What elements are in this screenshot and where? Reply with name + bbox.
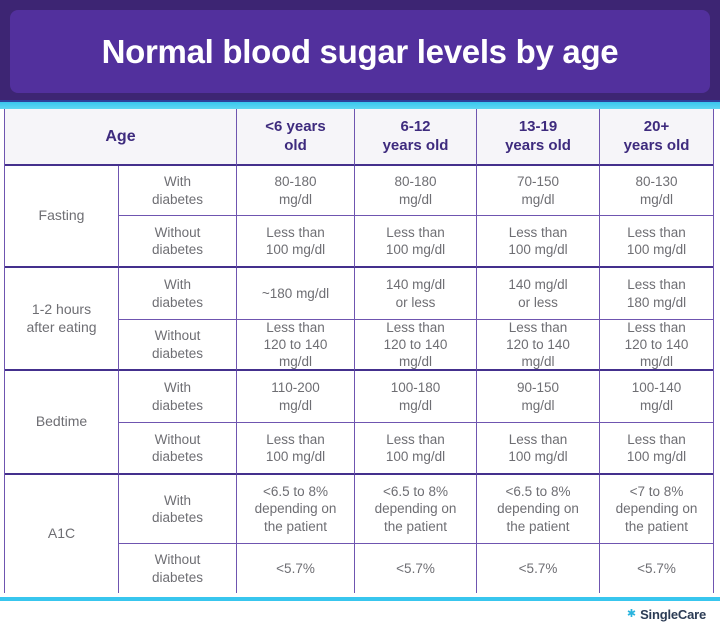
table-cell: Less than 100 mg/dl [237, 423, 355, 475]
row-header-fasting: Fasting [5, 166, 119, 268]
blood-sugar-table: Age <6 years old 6-12 years old 13-19 ye… [4, 109, 714, 593]
table-cell: Less than 100 mg/dl [477, 216, 600, 268]
column-header-20-plus: 20+ years old [600, 109, 713, 166]
table-cell: Less than 100 mg/dl [477, 423, 600, 475]
table-cell: 70-150 mg/dl [477, 166, 600, 216]
table-cell: <5.7% [237, 544, 355, 593]
table-cell: <5.7% [477, 544, 600, 593]
column-header-6-12: 6-12 years old [355, 109, 477, 166]
table-cell: <7 to 8% depending on the patient [600, 475, 713, 544]
table-cell: Less than 120 to 140 mg/dl [237, 320, 355, 371]
table-cell: <6.5 to 8% depending on the patient [355, 475, 477, 544]
table-cell: 140 mg/dl or less [477, 268, 600, 320]
table-cell: ~180 mg/dl [237, 268, 355, 320]
page-title: Normal blood sugar levels by age [101, 32, 619, 70]
table-cell: 80-180 mg/dl [237, 166, 355, 216]
table-cell: <5.7% [355, 544, 477, 593]
condition-label: With diabetes [119, 268, 237, 320]
table-area: Age <6 years old 6-12 years old 13-19 ye… [0, 109, 720, 636]
condition-label: Without diabetes [119, 320, 237, 371]
column-header-13-19: 13-19 years old [477, 109, 600, 166]
top-divider [0, 100, 720, 109]
condition-label: Without diabetes [119, 423, 237, 475]
singlecare-logo-text: SingleCare [640, 606, 706, 622]
table-cell: 100-180 mg/dl [355, 371, 477, 423]
row-header-after-eating: 1-2 hours after eating [5, 268, 119, 371]
row-header-bedtime: Bedtime [5, 371, 119, 475]
table-cell: Less than 120 to 140 mg/dl [355, 320, 477, 371]
table-cell: Less than 100 mg/dl [237, 216, 355, 268]
table-cell: 90-150 mg/dl [477, 371, 600, 423]
singlecare-logo: ✱ SingleCare [627, 605, 706, 623]
table-cell: 100-140 mg/dl [600, 371, 713, 423]
table-cell: Less than 120 to 140 mg/dl [477, 320, 600, 371]
condition-label: With diabetes [119, 166, 237, 216]
table-cell: <5.7% [637, 560, 676, 576]
title-banner: Normal blood sugar levels by age [10, 10, 710, 93]
table-cell: Less than 100 mg/dl [355, 216, 477, 268]
condition-label: With diabetes [119, 475, 237, 544]
table-cell: <6.5 to 8% depending on the patient [477, 475, 600, 544]
column-header-age: Age [5, 109, 237, 166]
table-cell: 80-130 mg/dl [600, 166, 713, 216]
table-cell: Less than 100 mg/dl [355, 423, 477, 475]
row-header-a1c: A1C [5, 475, 119, 593]
column-header-under-6: <6 years old [237, 109, 355, 166]
table-cell: Less than 100 mg/dl [600, 216, 713, 268]
table-cell: 110-200 mg/dl [237, 371, 355, 423]
table-cell: 140 mg/dl or less [355, 268, 477, 320]
table-cell: <6.5 to 8% depending on the patient [237, 475, 355, 544]
table-cell: Less than 180 mg/dl [600, 268, 713, 320]
singlecare-burst-icon: ✱ [626, 607, 637, 620]
table-cell: Less than 120 to 140 mg/dl [600, 320, 713, 371]
table-cell: Less than 100 mg/dl [600, 423, 713, 475]
condition-label: Without diabetes [119, 544, 237, 593]
condition-label: Without diabetes [119, 216, 237, 268]
table-cell: 80-180 mg/dl [355, 166, 477, 216]
bottom-divider [0, 597, 720, 601]
condition-label: With diabetes [119, 371, 237, 423]
